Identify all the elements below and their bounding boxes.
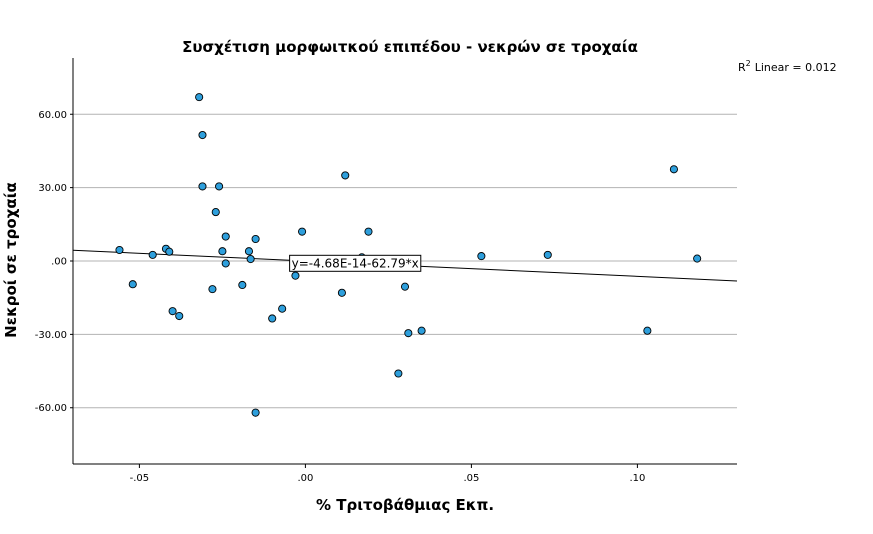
data-point [198,182,207,191]
x-tick-label: .05 [463,473,479,484]
x-tick-label: -.05 [130,473,150,484]
data-point [115,245,124,255]
data-point [643,326,652,335]
data-point [165,247,174,256]
data-point [148,250,157,259]
data-point [246,254,255,264]
data-point [394,369,403,378]
data-point [337,288,346,297]
data-point [168,307,177,316]
data-point [238,280,247,290]
y-tick-label: -30.00 [35,330,67,341]
data-point [669,165,678,174]
data-point [268,314,277,323]
equation-label: y=-4.68E-14-62.79*x [292,256,419,270]
data-point [417,326,426,335]
equation-box: y=-4.68E-14-62.79*x [289,254,422,272]
data-point [364,227,373,236]
data-point [198,130,207,140]
x-tick-labels: -.05 .00 .05 .10 [130,464,645,484]
y-tick-labels: 60.00 30.00 .00 -30.00 -60.00 [35,110,73,414]
data-point [215,182,224,191]
data-point [244,247,254,256]
data-point [251,234,260,244]
x-axis-title: % Τριτοβάθμιας Εκπ. [316,496,494,514]
data-point [278,304,287,313]
data-point [291,271,300,280]
data-point [175,311,184,321]
data-point [477,252,486,261]
y-axis-title: Νεκροί σε τροχαία [2,182,20,338]
data-point [218,247,227,256]
data-point [128,280,137,289]
data-points [115,93,702,417]
data-point [221,259,230,268]
y-tick-label: .00 [51,257,67,268]
data-point [251,408,260,417]
x-tick-label: .10 [629,473,645,484]
data-point [400,282,410,291]
chart-title: Συσχέτιση μορφωιτκού επιπέδου - νεκρών σ… [182,38,638,56]
data-point [543,250,552,259]
data-point [211,208,220,217]
x-tick-label: .00 [297,473,313,484]
data-point [298,227,307,236]
data-point [208,285,217,294]
data-point [221,232,230,241]
y-tick-label: 60.00 [38,110,67,121]
data-point [693,254,702,263]
data-point [404,329,413,338]
y-tick-label: -60.00 [35,403,67,414]
y-tick-label: 30.00 [38,183,67,194]
equation-box-frame [289,254,422,272]
r2-label: R2 Linear = 0.012 [738,59,837,74]
data-point [195,93,204,102]
data-point [341,171,350,180]
